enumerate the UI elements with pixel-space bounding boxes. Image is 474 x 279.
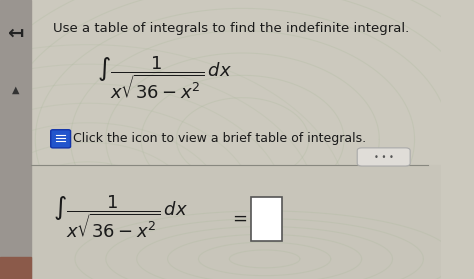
FancyBboxPatch shape xyxy=(251,197,282,241)
Bar xyxy=(31,165,441,279)
Text: Click the icon to view a brief table of integrals.: Click the icon to view a brief table of … xyxy=(73,132,366,145)
FancyBboxPatch shape xyxy=(357,148,410,166)
FancyBboxPatch shape xyxy=(51,130,71,148)
Text: ▲: ▲ xyxy=(12,84,19,94)
Text: $\int \dfrac{1}{x\sqrt{36-x^2}}\,dx$: $\int \dfrac{1}{x\sqrt{36-x^2}}\,dx$ xyxy=(97,55,232,102)
Text: Use a table of integrals to find the indefinite integral.: Use a table of integrals to find the ind… xyxy=(53,22,409,35)
Bar xyxy=(0,0,31,279)
Text: ↤: ↤ xyxy=(7,24,24,43)
Text: $\int \dfrac{1}{x\sqrt{36-x^2}}\,dx$: $\int \dfrac{1}{x\sqrt{36-x^2}}\,dx$ xyxy=(53,194,188,241)
Text: $= $: $= $ xyxy=(229,209,248,227)
Text: • • •: • • • xyxy=(374,153,393,162)
Bar xyxy=(0,257,31,279)
